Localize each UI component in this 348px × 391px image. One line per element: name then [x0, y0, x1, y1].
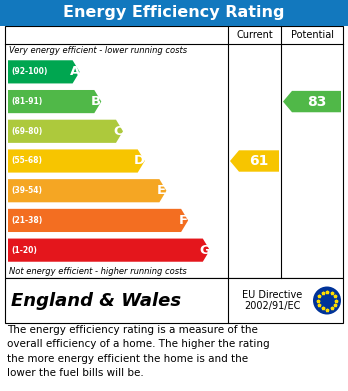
- Text: (69-80): (69-80): [11, 127, 42, 136]
- Circle shape: [313, 287, 341, 314]
- Text: Current: Current: [236, 30, 273, 40]
- Text: 2002/91/EC: 2002/91/EC: [244, 301, 301, 312]
- Text: C: C: [113, 125, 123, 138]
- Text: Not energy efficient - higher running costs: Not energy efficient - higher running co…: [9, 267, 187, 276]
- Text: (1-20): (1-20): [11, 246, 37, 255]
- Polygon shape: [8, 60, 80, 83]
- Polygon shape: [230, 150, 279, 172]
- Polygon shape: [8, 179, 166, 202]
- Bar: [0, 0, 348, 26]
- Bar: [5, 26, 343, 278]
- Text: 61: 61: [249, 154, 269, 168]
- Text: Potential: Potential: [291, 30, 333, 40]
- Text: (55-68): (55-68): [11, 156, 42, 165]
- Text: Very energy efficient - lower running costs: Very energy efficient - lower running co…: [9, 46, 187, 55]
- Polygon shape: [8, 239, 210, 262]
- Text: A: A: [70, 65, 80, 78]
- Text: (21-38): (21-38): [11, 216, 42, 225]
- Text: G: G: [199, 244, 210, 256]
- Bar: [5, 278, 343, 323]
- Polygon shape: [8, 90, 101, 113]
- Text: F: F: [179, 214, 188, 227]
- Text: B: B: [91, 95, 101, 108]
- Text: England & Wales: England & Wales: [11, 292, 181, 310]
- Polygon shape: [283, 91, 341, 112]
- Text: (92-100): (92-100): [11, 67, 47, 76]
- Polygon shape: [8, 209, 188, 232]
- Polygon shape: [8, 149, 145, 172]
- Text: D: D: [134, 154, 145, 167]
- Text: Energy Efficiency Rating: Energy Efficiency Rating: [63, 5, 285, 20]
- Text: (81-91): (81-91): [11, 97, 42, 106]
- Text: The energy efficiency rating is a measure of the
overall efficiency of a home. T: The energy efficiency rating is a measur…: [7, 325, 270, 378]
- Polygon shape: [8, 120, 123, 143]
- Text: E: E: [157, 184, 166, 197]
- Text: 83: 83: [307, 95, 326, 109]
- Text: EU Directive: EU Directive: [242, 289, 303, 300]
- Text: (39-54): (39-54): [11, 186, 42, 195]
